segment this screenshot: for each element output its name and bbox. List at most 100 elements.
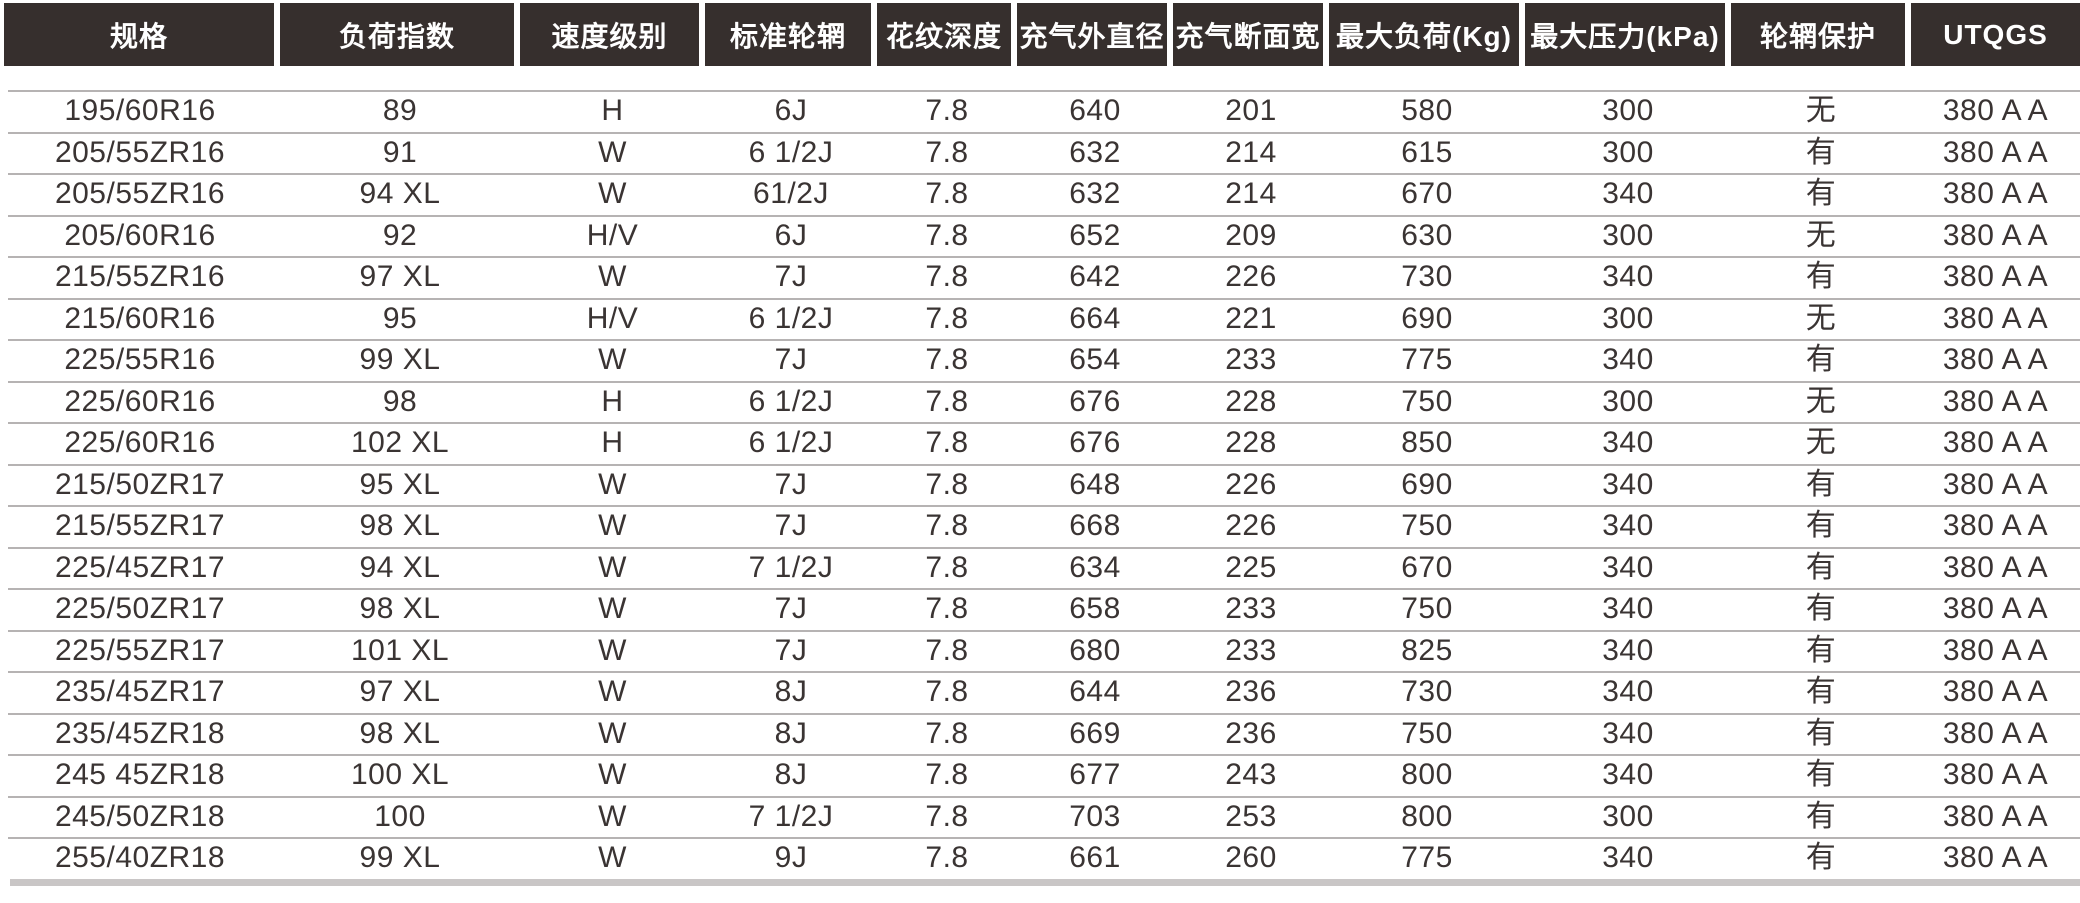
table-cell: 228 xyxy=(1225,384,1277,418)
table-cell: 94 XL xyxy=(359,550,441,584)
table-cell: 7.8 xyxy=(925,633,969,667)
column-header: 充气外直径 xyxy=(1017,3,1173,66)
column-header: 标准轮辋 xyxy=(705,3,877,66)
table-row: 215/60R16 95 H/V 6 1/2J 7.8 664 221 690 300 无 380 … xyxy=(0,297,2080,340)
table-cell: 7.8 xyxy=(925,467,969,501)
column-header: 花纹深度 xyxy=(877,3,1017,66)
table-cell: W xyxy=(598,716,627,750)
table-cell: 无 xyxy=(1805,301,1837,335)
table-cell: W xyxy=(598,177,627,210)
tire-spec-table: 195/60R16 89 H 6J 7.8 640 201 580 300 无 380 A A 205… xyxy=(0,90,2080,879)
table-row: 205/60R16 92 H/V 6J 7.8 652 209 630 300 无 380 A A xyxy=(0,214,2080,257)
table-cell: 有 xyxy=(1805,633,1837,667)
table-cell: 676 xyxy=(1069,426,1121,459)
table-cell: 340 xyxy=(1602,426,1654,459)
table-cell: 有 xyxy=(1805,758,1837,791)
table-cell: 7.8 xyxy=(925,135,969,169)
table-cell: 340 xyxy=(1602,260,1654,293)
table-cell: 7J xyxy=(774,509,808,542)
table-cell: 98 XL xyxy=(359,509,441,542)
table-cell: 99 XL xyxy=(359,841,441,874)
table-cell: W xyxy=(598,343,627,376)
table-cell: 228 xyxy=(1225,426,1277,459)
table-cell: W xyxy=(598,509,627,542)
table-cell: 680 xyxy=(1069,633,1121,667)
table-cell: 340 xyxy=(1602,758,1654,791)
table-cell: 800 xyxy=(1401,758,1453,791)
table-cell: 300 xyxy=(1602,799,1654,833)
table-cell: 100 xyxy=(374,799,426,833)
table-cell: 7.8 xyxy=(925,592,969,625)
table-cell: 100 XL xyxy=(350,758,450,791)
column-header: UTQGS xyxy=(1911,3,2080,66)
table-cell: 233 xyxy=(1225,633,1277,667)
table-cell: 825 xyxy=(1401,633,1453,667)
table-cell: 233 xyxy=(1225,592,1277,625)
table-cell: H xyxy=(601,384,624,418)
table-cell: 215/55ZR17 xyxy=(54,509,226,542)
table-cell: 380 A A xyxy=(1942,260,2049,293)
table-cell: 7J xyxy=(774,467,808,501)
table-cell: 380 A A xyxy=(1942,343,2049,376)
table-row: 245/50ZR18 100 W 7 1/2J 7.8 703 253 800 300 有 380 … xyxy=(0,795,2080,838)
table-cell: 97 XL xyxy=(359,675,441,708)
table-cell: 648 xyxy=(1069,467,1121,501)
table-cell: 226 xyxy=(1225,509,1277,542)
table-cell: 703 xyxy=(1069,799,1121,833)
table-cell: 750 xyxy=(1401,592,1453,625)
table-cell: 245 45ZR18 xyxy=(54,758,226,791)
table-cell: 300 xyxy=(1602,94,1654,127)
table-cell: 380 A A xyxy=(1942,177,2049,210)
table-row: 215/50ZR17 95 XL W 7J 7.8 648 226 690 340 有 380 A … xyxy=(0,463,2080,506)
table-cell: 99 XL xyxy=(359,343,441,376)
table-cell: 850 xyxy=(1401,426,1453,459)
table-cell: 775 xyxy=(1401,841,1453,874)
table-cell: 380 A A xyxy=(1942,426,2049,459)
table-cell: 245/50ZR18 xyxy=(54,799,226,833)
table-cell: 无 xyxy=(1805,94,1837,127)
table-row: 225/60R16 102 XL H 6 1/2J 7.8 676 228 850 340 无 38… xyxy=(0,422,2080,464)
table-cell: 214 xyxy=(1225,177,1277,210)
table-row: 215/55ZR16 97 XL W 7J 7.8 642 226 730 340 有 380 A … xyxy=(0,256,2080,298)
table-cell: 340 xyxy=(1602,177,1654,210)
table-cell: 225/60R16 xyxy=(64,384,216,418)
table-cell: 642 xyxy=(1069,260,1121,293)
table-cell: 661 xyxy=(1069,841,1121,874)
table-cell: 205/60R16 xyxy=(64,218,216,252)
column-header: 轮辋保护 xyxy=(1731,3,1911,66)
table-header-row: 规格 负荷指数 速度级别 标准轮辋 花纹深度 充气外直径 充气断面宽 最大负荷(Kg) 最大压力… xyxy=(0,3,2080,66)
table-cell: 380 A A xyxy=(1942,799,2049,833)
table-cell: 380 A A xyxy=(1942,758,2049,791)
table-cell: H xyxy=(601,94,624,127)
table-cell: 7.8 xyxy=(925,260,969,293)
table-cell: 95 XL xyxy=(359,467,441,501)
table-cell: 236 xyxy=(1225,675,1277,708)
table-cell: 97 XL xyxy=(359,260,441,293)
table-cell: 8J xyxy=(774,675,808,708)
table-cell: 380 A A xyxy=(1942,550,2049,584)
table-cell: 300 xyxy=(1602,218,1654,252)
table-cell: 260 xyxy=(1225,841,1277,874)
table-cell: 7.8 xyxy=(925,716,969,750)
table-cell: 652 xyxy=(1069,218,1121,252)
table-cell: 6J xyxy=(774,218,808,252)
table-cell: 236 xyxy=(1225,716,1277,750)
table-row: 215/55ZR17 98 XL W 7J 7.8 668 226 750 340 有 380 A … xyxy=(0,505,2080,547)
table-cell: 226 xyxy=(1225,467,1277,501)
table-cell: 8J xyxy=(774,758,808,791)
table-cell: 226 xyxy=(1225,260,1277,293)
table-row: 225/55R16 99 XL W 7J 7.8 654 233 775 340 有 380 A A xyxy=(0,339,2080,381)
table-cell: 615 xyxy=(1401,135,1453,169)
table-cell: 有 xyxy=(1805,343,1837,376)
table-cell: 380 A A xyxy=(1942,135,2049,169)
table-cell: 380 A A xyxy=(1942,218,2049,252)
table-cell: 632 xyxy=(1069,135,1121,169)
table-cell: 205/55ZR16 xyxy=(54,177,226,210)
table-cell: W xyxy=(598,799,627,833)
table-cell: 98 XL xyxy=(359,716,441,750)
table-row: 225/60R16 98 H 6 1/2J 7.8 676 228 750 300 无 380 A … xyxy=(0,380,2080,423)
table-cell: 7.8 xyxy=(925,218,969,252)
table-cell: 7.8 xyxy=(925,799,969,833)
table-cell: 340 xyxy=(1602,467,1654,501)
table-cell: 255/40ZR18 xyxy=(54,841,226,874)
